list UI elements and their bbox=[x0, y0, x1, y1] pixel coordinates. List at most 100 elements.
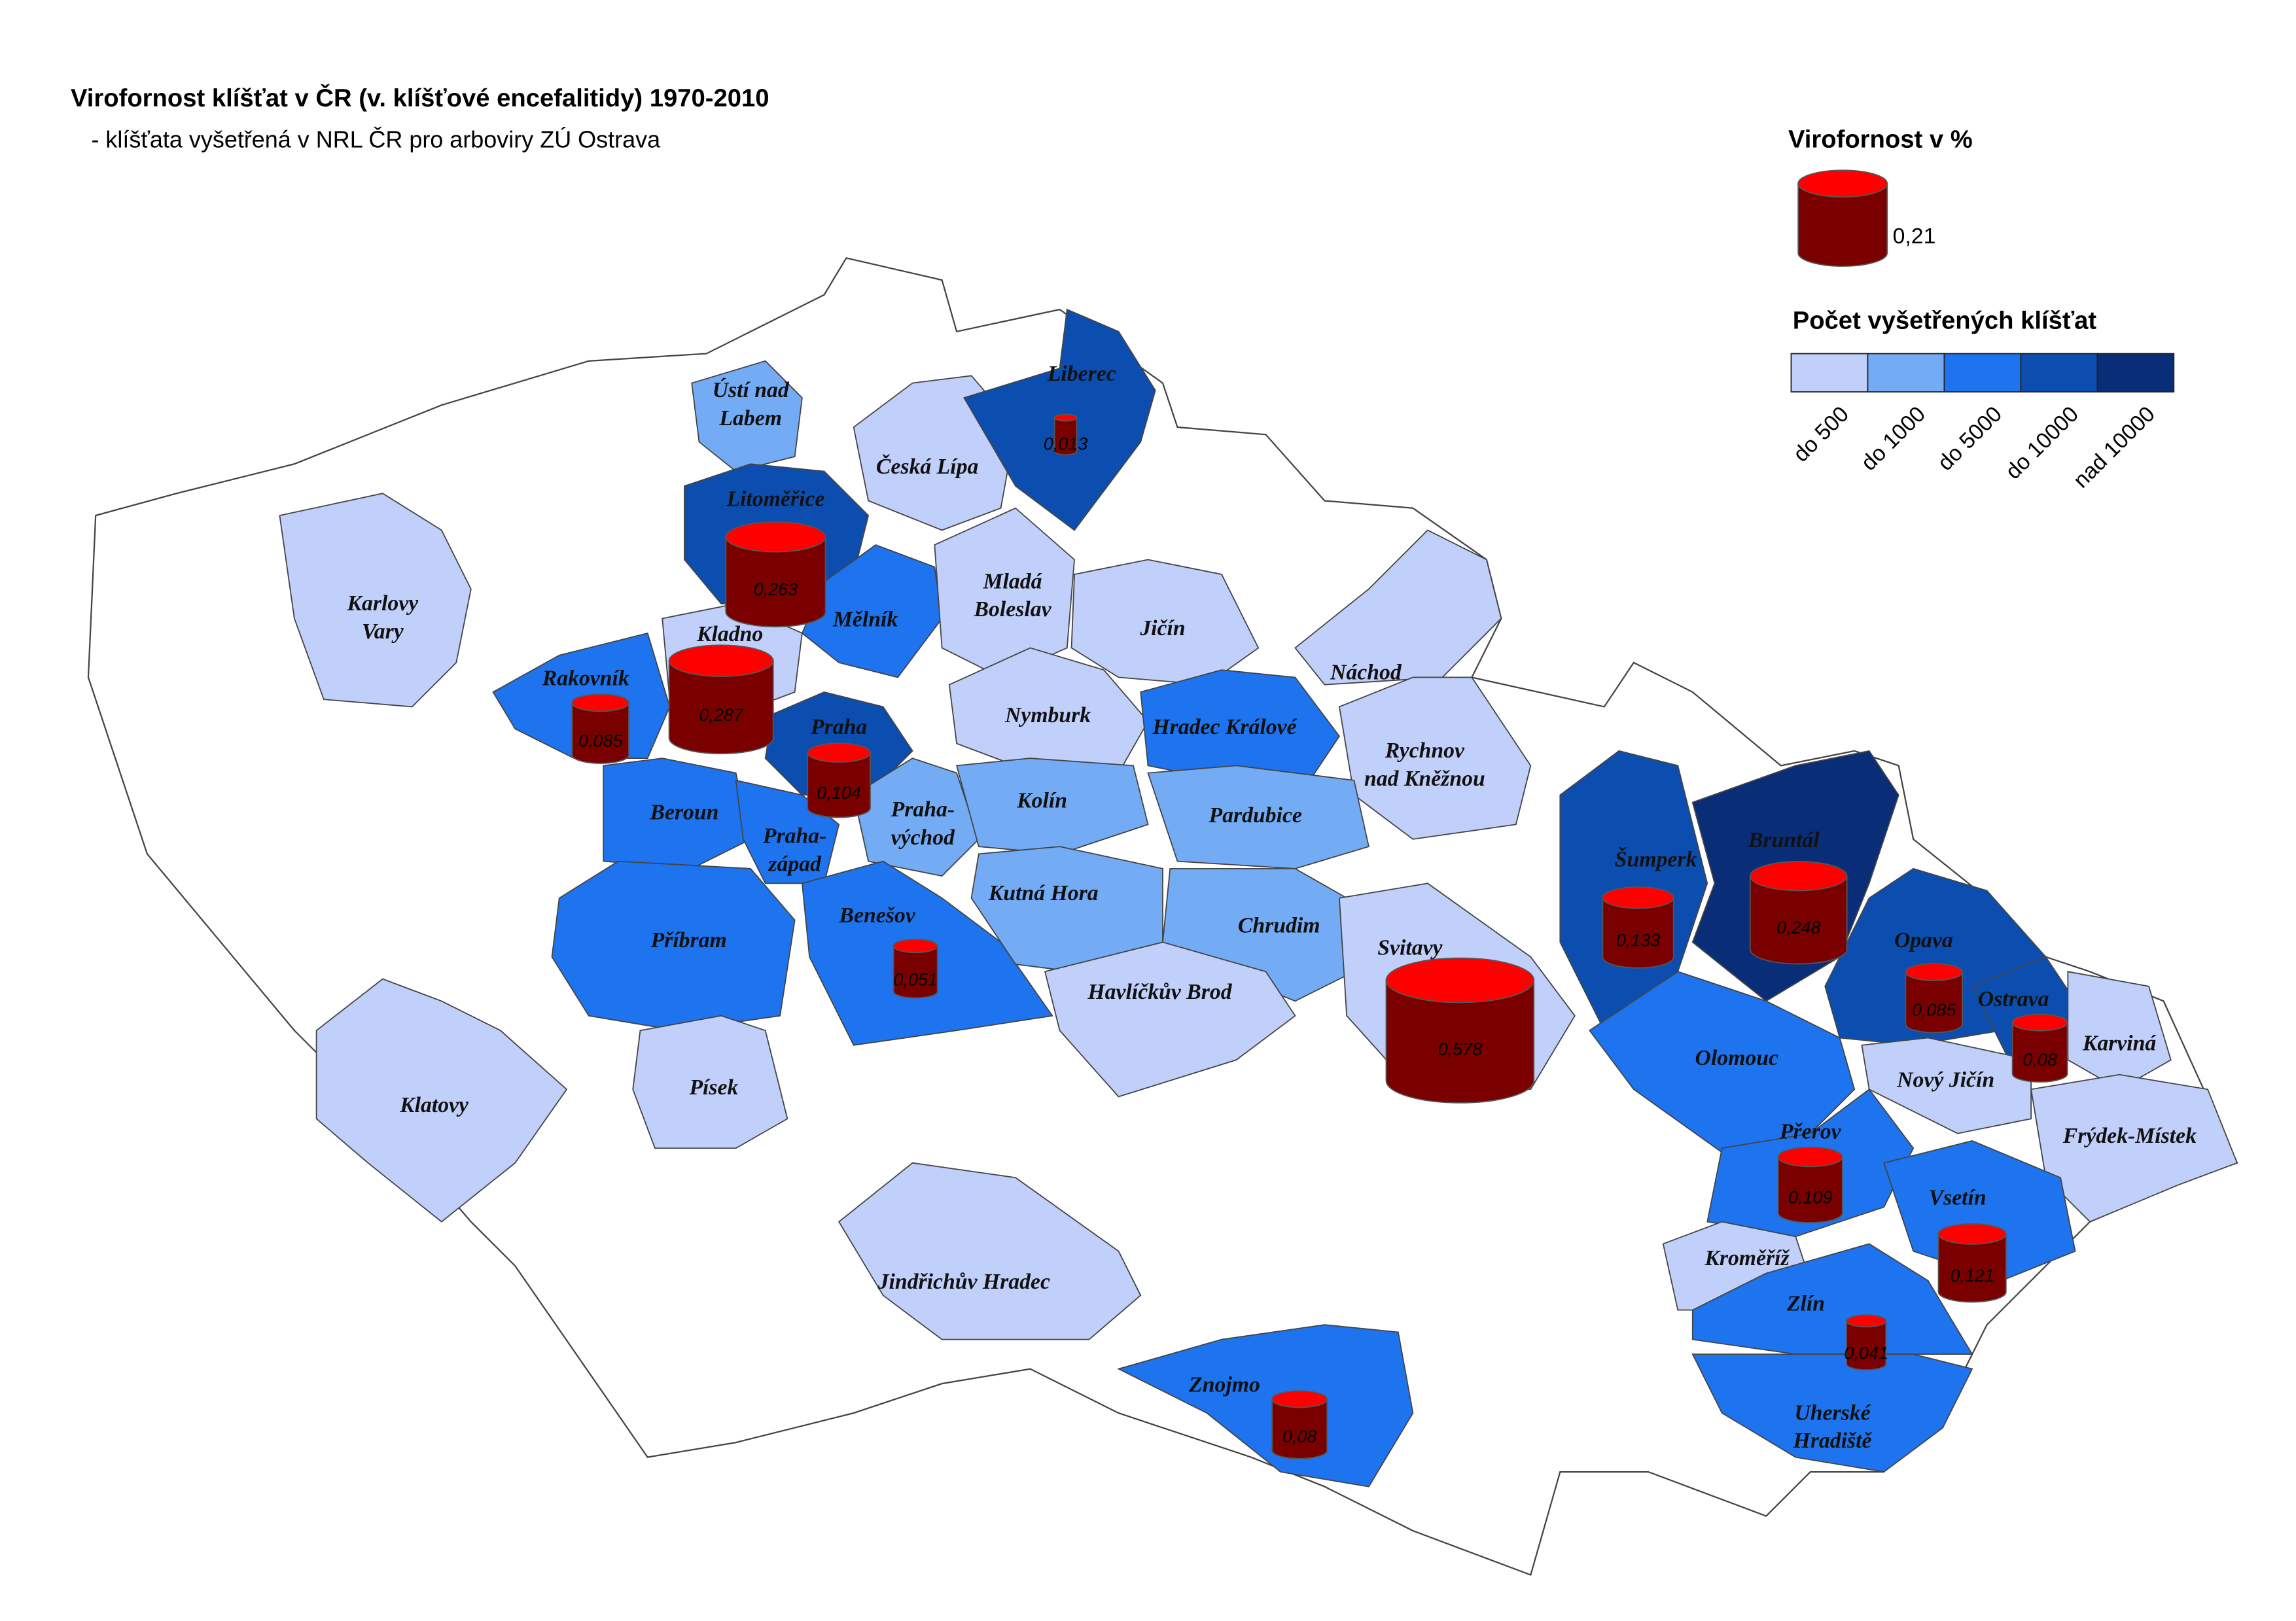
cylinder-body bbox=[1053, 417, 1078, 456]
label-line: východ bbox=[891, 826, 956, 850]
cylinder-body bbox=[668, 660, 774, 754]
district-label: Praha-západ bbox=[762, 824, 826, 876]
district-label: Šumperk bbox=[1615, 846, 1697, 871]
district bbox=[279, 493, 472, 708]
value-label: 0,104 bbox=[817, 783, 861, 803]
cylinder-top bbox=[1749, 861, 1848, 892]
district-label: Pardubice bbox=[1208, 803, 1301, 828]
district bbox=[1147, 765, 1369, 869]
value-label: 0,041 bbox=[1844, 1343, 1888, 1363]
district-label: Olomouc bbox=[1695, 1046, 1778, 1070]
district-label: Písek bbox=[688, 1075, 738, 1100]
district-label: Chrudim bbox=[1238, 914, 1320, 938]
district-label: Benešov bbox=[839, 903, 916, 928]
color-legend-title: Počet vyšetřených klíšťat bbox=[1793, 306, 2097, 334]
cylinder-body bbox=[1846, 1320, 1887, 1370]
district bbox=[1338, 676, 1532, 840]
legend-swatch bbox=[1790, 353, 1869, 392]
district-label: Praha bbox=[810, 715, 867, 739]
value-label: 0,085 bbox=[1912, 1000, 1957, 1020]
district-label: Svitavy bbox=[1377, 935, 1443, 960]
district bbox=[1070, 559, 1260, 686]
cylinder-top bbox=[1777, 1146, 1843, 1168]
value-label: 0,109 bbox=[1788, 1188, 1833, 1208]
label-line: západ bbox=[768, 852, 822, 876]
value-label: 0,121 bbox=[1950, 1266, 1994, 1285]
district bbox=[955, 758, 1149, 855]
title: Virofornost klíšťat v ČR (v. klíšťové en… bbox=[71, 83, 769, 113]
district-label: Liberec bbox=[1047, 362, 1116, 386]
cylinder-body bbox=[2011, 1022, 2068, 1083]
cylinder-body bbox=[725, 536, 826, 627]
district bbox=[1691, 1353, 1973, 1473]
district-label: Karviná bbox=[2082, 1032, 2157, 1056]
cylinder-top bbox=[725, 521, 826, 553]
cylinder-top bbox=[807, 742, 871, 763]
district-label: Mladá Boleslav bbox=[974, 569, 1052, 621]
district bbox=[1589, 971, 1856, 1164]
cylinder-body bbox=[892, 945, 938, 999]
district-label: Kladno bbox=[696, 622, 763, 646]
district-label: Kroměříž bbox=[1704, 1246, 1790, 1270]
label-line: Praha- bbox=[891, 797, 955, 822]
district-labels: Karlovy Vary Ústí nad Labem Česká Lípa Libere… bbox=[346, 362, 2197, 1453]
label-line: Praha- bbox=[762, 824, 826, 848]
district-label: Ostrava bbox=[1978, 987, 2049, 1011]
district-label: Jičín bbox=[1139, 616, 1185, 640]
district bbox=[551, 860, 796, 1032]
district-label: Havlíčkův Brod bbox=[1087, 980, 1232, 1004]
district-label: Příbram bbox=[650, 928, 727, 952]
cylinder-top bbox=[892, 939, 938, 954]
label-line: Ústí nad bbox=[713, 377, 790, 402]
cylinder-top bbox=[1271, 1390, 1328, 1408]
district-label: Bruntál bbox=[1748, 828, 1820, 852]
label-line: Boleslav bbox=[974, 597, 1052, 621]
district bbox=[948, 647, 1149, 774]
district bbox=[1294, 529, 1502, 686]
district bbox=[1883, 1140, 2076, 1281]
cylinder-body bbox=[1602, 897, 1674, 969]
value-label: 0,287 bbox=[699, 705, 744, 725]
district-label: Ústí nad Labem bbox=[713, 377, 790, 430]
cylinder-body bbox=[571, 702, 629, 764]
district-label: Klatovy bbox=[399, 1093, 469, 1117]
cylinder-top bbox=[571, 693, 629, 712]
size-legend: 0,21 bbox=[1797, 169, 1935, 267]
cylinder-body bbox=[1385, 979, 1535, 1104]
size-legend-title: Virofornost v % bbox=[1788, 126, 1973, 154]
district-label: Nový Jičín bbox=[1896, 1068, 1994, 1092]
label-line: Uherské bbox=[1794, 1401, 1871, 1425]
legend-swatch bbox=[1943, 353, 2022, 392]
label-line: nad Kněžnou bbox=[1364, 767, 1485, 791]
district bbox=[838, 1162, 1142, 1340]
district-label: Přerov bbox=[1779, 1119, 1842, 1143]
district-label: Nymburk bbox=[1004, 703, 1091, 727]
district-label: Praha-východ bbox=[891, 797, 956, 850]
legend-swatch bbox=[2096, 353, 2175, 392]
district bbox=[1044, 941, 1296, 1098]
cylinder-top bbox=[1846, 1314, 1887, 1328]
cylinder-top bbox=[1797, 169, 1888, 198]
cylinder-top bbox=[2011, 1013, 2068, 1032]
district-label: Česká Lípa bbox=[876, 454, 979, 479]
district bbox=[1140, 669, 1341, 781]
cylinder-top bbox=[1385, 957, 1535, 1003]
value-label: 0,08 bbox=[1282, 1427, 1317, 1446]
district-label: Frýdek-Místek bbox=[2062, 1124, 2197, 1148]
district-label: Zlín bbox=[1786, 1292, 1825, 1316]
district-label: Karlovy Vary bbox=[346, 591, 419, 644]
district-label: Uherské Hradiště bbox=[1792, 1401, 1872, 1453]
legend-swatch bbox=[2020, 353, 2098, 392]
district-label: Beroun bbox=[649, 800, 718, 824]
district bbox=[315, 978, 568, 1223]
district bbox=[801, 544, 943, 678]
value-label: 0,263 bbox=[754, 580, 798, 599]
cylinder-body bbox=[1797, 183, 1888, 267]
subtitle: - klíšťata vyšetřená v NRL ČR pro arbovi… bbox=[91, 126, 660, 153]
label-line: Hradiště bbox=[1792, 1429, 1872, 1453]
cylinder-top bbox=[668, 644, 774, 677]
value-label: 0,133 bbox=[1616, 931, 1661, 950]
district bbox=[632, 1015, 788, 1149]
district-label: Kutná Hora bbox=[988, 881, 1099, 905]
